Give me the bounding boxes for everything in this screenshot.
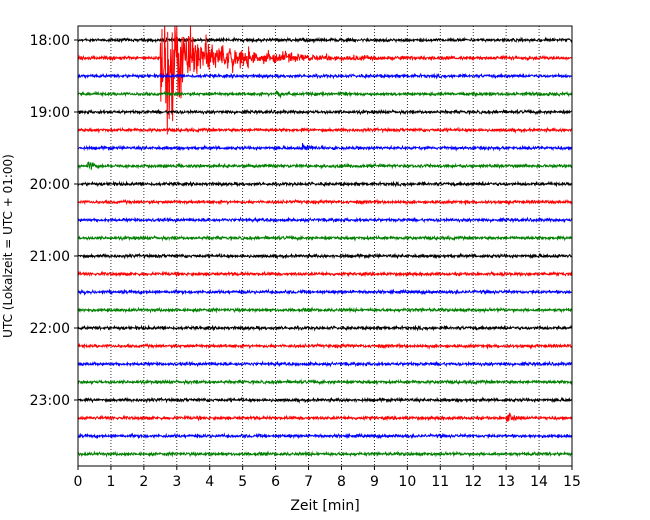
x-tick-label: 3 bbox=[172, 474, 181, 490]
trace-line bbox=[78, 198, 572, 206]
trace-line bbox=[78, 252, 572, 260]
trace-line bbox=[78, 108, 572, 116]
x-tick-label: 5 bbox=[238, 474, 247, 490]
x-tick-label: 1 bbox=[106, 474, 115, 490]
y-tick-label: 19:00 bbox=[30, 105, 70, 121]
x-tick-label: 15 bbox=[563, 474, 581, 490]
trace-line bbox=[78, 36, 572, 44]
y-axis-title: UTC (Lokalzeit = UTC + 01:00) bbox=[1, 154, 15, 338]
trace-line bbox=[78, 342, 572, 350]
x-tick-label: 0 bbox=[74, 474, 83, 490]
trace-line bbox=[78, 378, 572, 386]
trace-line bbox=[78, 234, 572, 242]
x-tick-label: 13 bbox=[497, 474, 515, 490]
x-axis-title: Zeit [min] bbox=[290, 498, 359, 514]
x-tick-label: 6 bbox=[271, 474, 280, 490]
y-tick-label: 18:00 bbox=[30, 33, 70, 49]
trace-line bbox=[78, 396, 572, 404]
trace-line bbox=[78, 288, 572, 296]
trace-line bbox=[78, 324, 572, 332]
trace-line bbox=[78, 450, 572, 458]
trace-line bbox=[78, 432, 572, 440]
x-tick-label: 10 bbox=[398, 474, 416, 490]
x-tick-label: 9 bbox=[370, 474, 379, 490]
y-axis: 18:00 19:00 20:00 21:00 22:00 23:00 bbox=[30, 33, 78, 409]
y-tick-label: 20:00 bbox=[30, 177, 70, 193]
traces-group bbox=[78, 26, 572, 458]
x-tick-label: 11 bbox=[431, 474, 449, 490]
trace-line bbox=[78, 126, 572, 134]
trace-line bbox=[78, 270, 572, 278]
x-tick-label: 7 bbox=[304, 474, 313, 490]
trace-line bbox=[78, 180, 572, 188]
x-tick-label: 8 bbox=[337, 474, 346, 490]
y-tick-label: 23:00 bbox=[30, 393, 70, 409]
x-tick-label: 4 bbox=[205, 474, 214, 490]
trace-line bbox=[78, 72, 572, 80]
plot-frame bbox=[77, 25, 573, 467]
y-tick-label: 22:00 bbox=[30, 321, 70, 337]
trace-line bbox=[78, 90, 572, 99]
trace-line bbox=[78, 143, 572, 152]
y-tick-label: 21:00 bbox=[30, 249, 70, 265]
trace-line bbox=[78, 412, 572, 422]
trace-line bbox=[78, 216, 572, 224]
trace-line bbox=[78, 306, 572, 314]
trace-line bbox=[78, 360, 572, 368]
x-tick-label: 12 bbox=[464, 474, 482, 490]
x-tick-label: 14 bbox=[530, 474, 548, 490]
x-axis: 0 1 2 3 4 5 6 7 8 9 10 11 12 13 14 15 bbox=[74, 466, 581, 490]
x-tick-label: 2 bbox=[139, 474, 148, 490]
trace-line bbox=[78, 161, 572, 170]
trace-line bbox=[78, 26, 572, 135]
